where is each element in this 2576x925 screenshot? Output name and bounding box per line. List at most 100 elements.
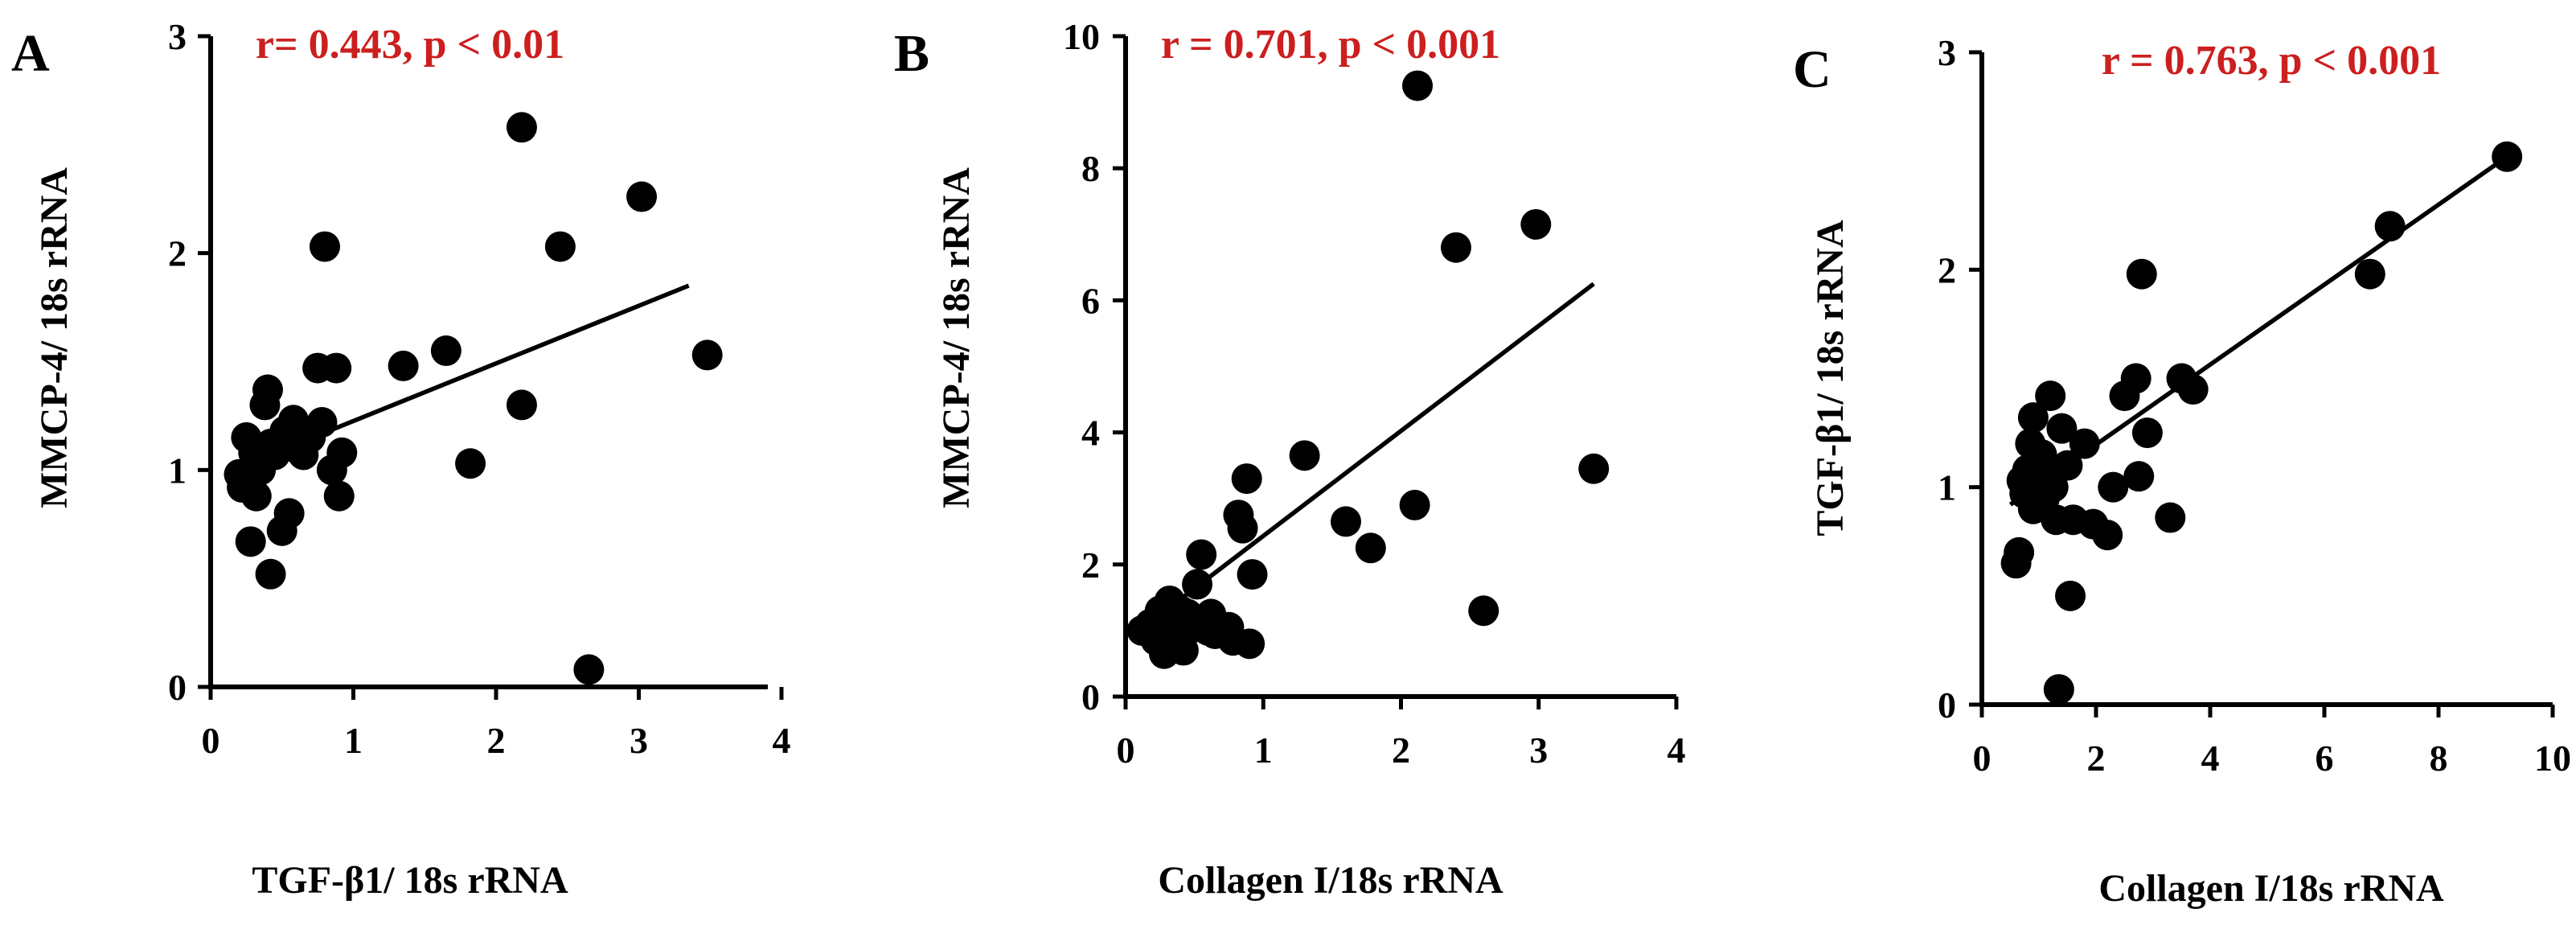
panel-b-ytick-label: 0 [1081, 676, 1100, 717]
panel-a: A r= 0.443, p < 0.01 MMCP-4/ 18s rRNA TG… [11, 16, 791, 902]
panel-b-data-point [1402, 70, 1434, 101]
panel-b-data-point [1167, 635, 1199, 666]
panel-c-plot: 0 1 2 3 0 2 4 6 8 10 [1938, 32, 2571, 779]
panel-c-ytick-label: 2 [1938, 249, 1956, 290]
panel-c-label: C [1793, 40, 1832, 99]
panel-c-ytick-label: 1 [1938, 467, 1956, 508]
panel-b-data-point [1331, 506, 1361, 537]
panel-b-data-point [1441, 232, 1471, 263]
panel-c-data-point [2155, 502, 2186, 533]
panel-c-xtick-label: 10 [2534, 738, 2571, 779]
panel-a-label: A [11, 24, 50, 83]
panel-c-xtick-label: 6 [2316, 738, 2334, 779]
panel-b-data-point [1234, 628, 1265, 660]
panel-a-ytick-label: 1 [168, 450, 187, 491]
panel-a-data-point [388, 350, 419, 381]
panel-a-data-point [273, 498, 305, 529]
panel-c-data-point [2043, 674, 2074, 705]
panel-a-data-point [310, 231, 340, 262]
panel-a-data-point [573, 654, 605, 685]
panel-c-data-point [2017, 402, 2049, 434]
panel-a-data-point [240, 480, 272, 512]
panel-b-data-point [1289, 440, 1320, 471]
panel-b-ytick-label: 8 [1081, 148, 1100, 189]
panel-b-data-point [1237, 559, 1268, 590]
panel-a-trendline [231, 283, 690, 472]
panel-b-data-point [1468, 595, 1499, 627]
panel-b-stat: r = 0.701, p < 0.001 [1161, 22, 1500, 68]
panel-a-ytick-label: 3 [168, 16, 187, 57]
panel-c-data-point [2004, 536, 2035, 568]
panel-a-data-point [691, 339, 723, 371]
panel-a-data-point [626, 181, 658, 212]
panel-c-xtick-label: 2 [2087, 738, 2106, 779]
panel-b-data-point [1186, 539, 1217, 570]
panel-a-plot: 0 1 2 3 0 1 2 3 4 [168, 16, 791, 761]
panel-c-data-point [2035, 380, 2066, 412]
panel-a-data-point [455, 448, 486, 479]
panel-a-xtick-label: 3 [630, 720, 648, 761]
panel-c-xtick-label: 0 [1973, 738, 1991, 779]
panel-a-data-point [506, 112, 537, 143]
panel-b-xtick-label: 0 [1117, 730, 1135, 771]
panel-a-xtick-label: 2 [487, 720, 506, 761]
panel-c-data-point [2098, 471, 2129, 503]
panel-c-data-point [2120, 363, 2151, 394]
panel-c-data-point [2131, 417, 2163, 449]
panel-c-data-point [2123, 461, 2155, 492]
panel-a-data-point [326, 437, 358, 468]
panel-b-xtick-label: 2 [1392, 730, 1410, 771]
panel-b-data-point [1520, 208, 1552, 240]
panel-b-label: B [894, 24, 929, 83]
panel-b-data-point [1227, 512, 1258, 544]
panel-b-ytick-label: 10 [1063, 16, 1100, 57]
panel-a-data-point [255, 558, 286, 590]
panel-c-ylabel: TGF-β1/ 18s rRNA [1809, 220, 1852, 536]
panel-a-xtick-label: 4 [773, 720, 791, 761]
panel-b-ytick-label: 6 [1081, 280, 1100, 321]
panel-b-xtick-label: 3 [1529, 730, 1548, 771]
panel-c-data-point [2126, 258, 2157, 290]
panel-b-data-point [1355, 532, 1386, 564]
panel-a-stat: r= 0.443, p < 0.01 [256, 22, 564, 68]
panel-c-data-point [2046, 413, 2078, 444]
panel-c-data-point [2069, 428, 2100, 459]
panel-b: B r = 0.701, p < 0.001 MMCP-4/ 18s rRNA … [894, 16, 1686, 902]
panel-c-data-point [2092, 520, 2123, 551]
panel-c-xtick-label: 8 [2430, 738, 2448, 779]
panel-c-xlabel: Collagen I/18s rRNA [2098, 867, 2444, 910]
panel-c-data-point [2055, 580, 2086, 611]
panel-b-data-point [1399, 489, 1430, 520]
panel-c-stat: r = 0.763, p < 0.001 [2102, 38, 2441, 84]
panel-a-data-point [430, 335, 461, 367]
panel-c-ytick-label: 0 [1938, 684, 1956, 726]
panel-a-ytick-label: 2 [168, 233, 187, 274]
panel-b-xtick-label: 4 [1667, 730, 1686, 771]
panel-c-trendline [2008, 154, 2508, 507]
panel-a-xtick-label: 1 [344, 720, 363, 761]
panel-a-data-point [235, 526, 266, 557]
panel-c: C r = 0.763, p < 0.001 TGF-β1/ 18s rRNA … [1793, 32, 2571, 910]
panel-b-ylabel: MMCP-4/ 18s rRNA [935, 167, 978, 508]
panel-a-data-point [321, 352, 352, 384]
panel-a-ylabel: MMCP-4/ 18s rRNA [33, 167, 76, 508]
panel-c-ytick-label: 3 [1938, 32, 1956, 73]
panel-b-ytick-label: 4 [1081, 413, 1100, 454]
panel-a-data-point [506, 389, 537, 421]
panel-b-xtick-label: 1 [1254, 730, 1273, 771]
panel-a-data-point [323, 480, 355, 512]
panel-b-xlabel: Collagen I/18s rRNA [1158, 859, 1503, 902]
panel-c-xtick-label: 4 [2201, 738, 2220, 779]
panel-a-data-point [544, 231, 576, 262]
panel-b-data-point [1231, 463, 1262, 495]
panel-a-xtick-label: 0 [202, 720, 220, 761]
panel-c-data-point [2354, 258, 2385, 290]
panel-b-plot: 0 2 4 6 8 10 0 1 2 3 4 [1063, 16, 1686, 771]
panel-a-ytick-label: 0 [168, 667, 187, 708]
panel-b-data-point [1578, 453, 1610, 484]
panel-a-xlabel: TGF-β1/ 18s rRNA [252, 859, 568, 902]
panel-b-ytick-label: 2 [1081, 545, 1100, 586]
panel-a-data-point [252, 374, 283, 405]
panel-b-trendline [1138, 282, 1595, 633]
